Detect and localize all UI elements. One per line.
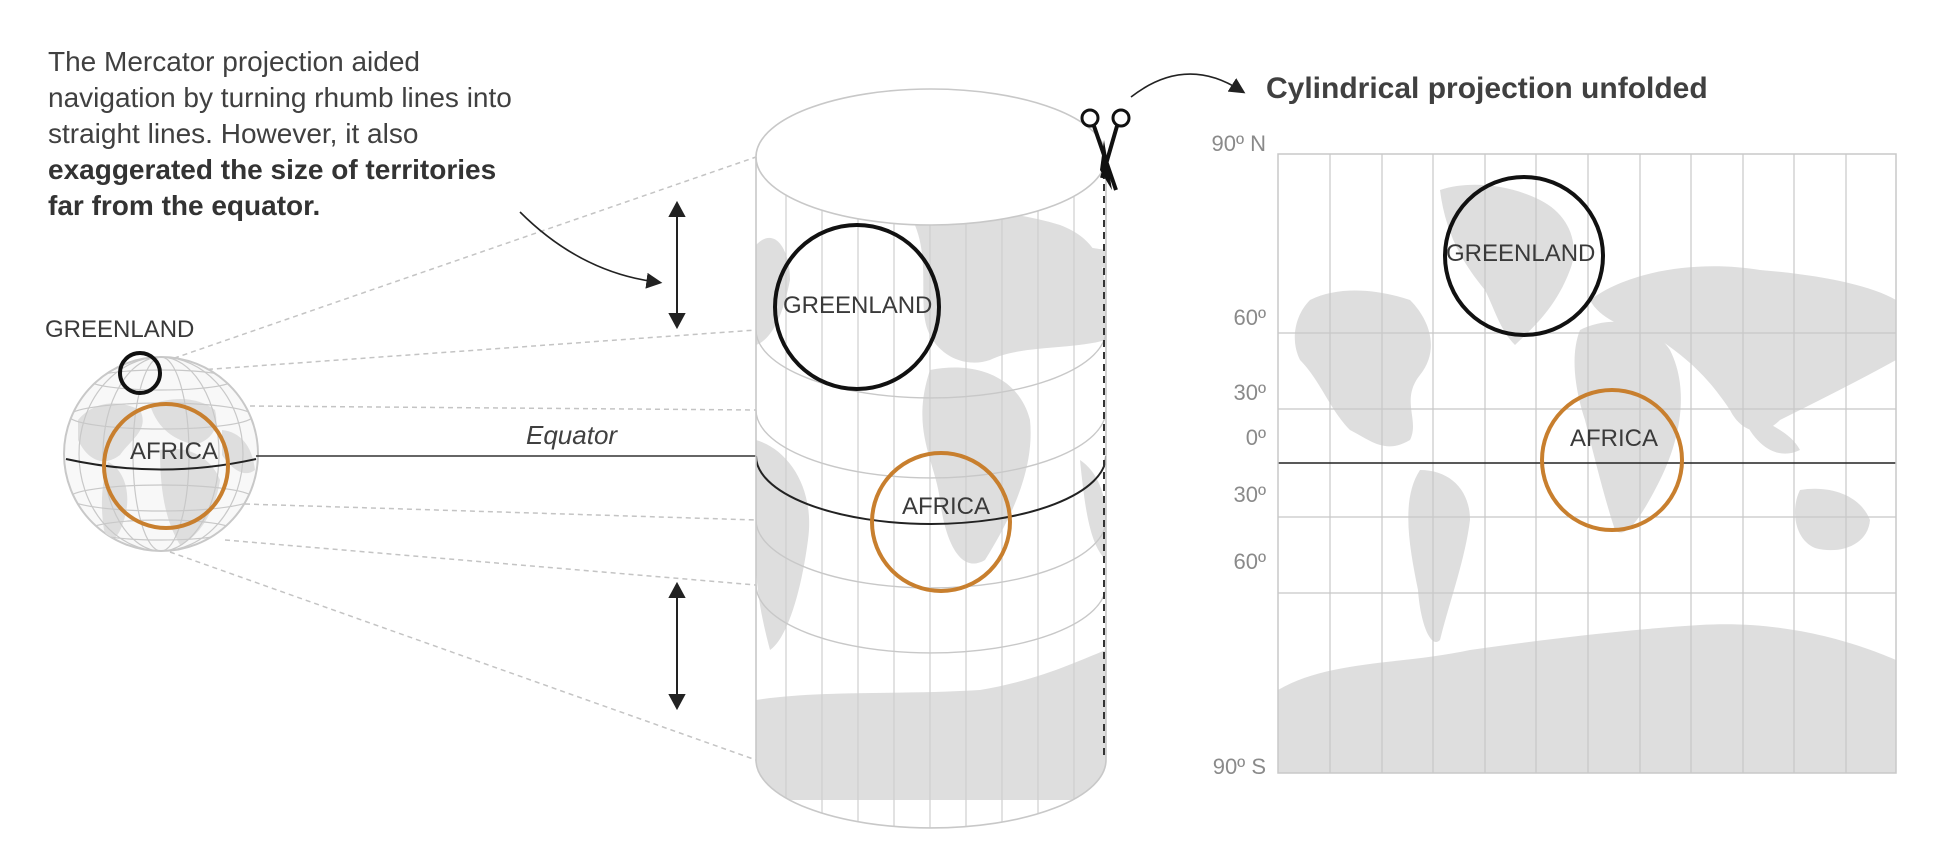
unfold-arrow: [1130, 73, 1246, 98]
globe: [63, 351, 259, 552]
scissors-icon: [1080, 108, 1131, 191]
globe-land: [78, 398, 255, 545]
cylinder-africa-label: AFRICA: [902, 493, 991, 520]
globe-africa-label: AFRICA: [130, 438, 219, 465]
latitude-label: 60º: [1233, 549, 1266, 574]
latitude-label: 90º S: [1212, 754, 1266, 779]
intro-line: straight lines. However, it also: [48, 118, 419, 149]
intro-line: navigation by turning rhumb lines into: [48, 82, 512, 113]
cylinder-land: [756, 209, 1106, 800]
cylinder-top: [755, 88, 1107, 226]
intro-line: The Mercator projection aided: [48, 46, 420, 77]
cylinder-greenland-label: GREENLAND: [783, 292, 933, 319]
globe-greenland-circle: [118, 351, 162, 395]
cylinder-africa-circle: [870, 451, 1012, 593]
cylinder-meridians: [785, 157, 1075, 828]
cylinder-parallels: [756, 329, 1106, 654]
equator-label: Equator: [526, 420, 618, 450]
map-africa-circle: [1540, 388, 1684, 532]
double-arrow-icon: [668, 581, 686, 711]
flat-map: [1277, 153, 1897, 774]
cylinder-greenland-circle: [773, 223, 941, 391]
cylinder: [755, 88, 1107, 829]
flat-map-title: Cylindrical projection unfolded: [1266, 72, 1708, 105]
map-greenland-label: GREENLAND: [1446, 240, 1596, 267]
map-greenland-circle: [1443, 175, 1605, 337]
intro-arrow: [519, 211, 663, 289]
latitude-label: 30º: [1233, 482, 1266, 507]
double-arrow-icon: [668, 200, 686, 330]
map-parallels: [1278, 332, 1896, 594]
globe-greenland-label: GREENLAND: [45, 316, 195, 343]
latitude-label: 30º: [1233, 380, 1266, 405]
map-africa-label: AFRICA: [1570, 425, 1659, 452]
latitude-label: 90º N: [1211, 131, 1266, 156]
projection-guide-lines: [139, 156, 757, 761]
globe-africa-circle: [102, 402, 230, 530]
intro-emphasis: exaggerated the size of territories: [48, 154, 497, 185]
latitude-label: 60º: [1233, 305, 1266, 330]
latitude-label: 0º: [1245, 425, 1266, 450]
cylinder-equator: [756, 455, 1106, 525]
globe-equator: [65, 458, 257, 471]
intro-emphasis: far from the equator.: [48, 190, 321, 221]
intro-text: The Mercator projection aided navigation…: [48, 44, 608, 224]
